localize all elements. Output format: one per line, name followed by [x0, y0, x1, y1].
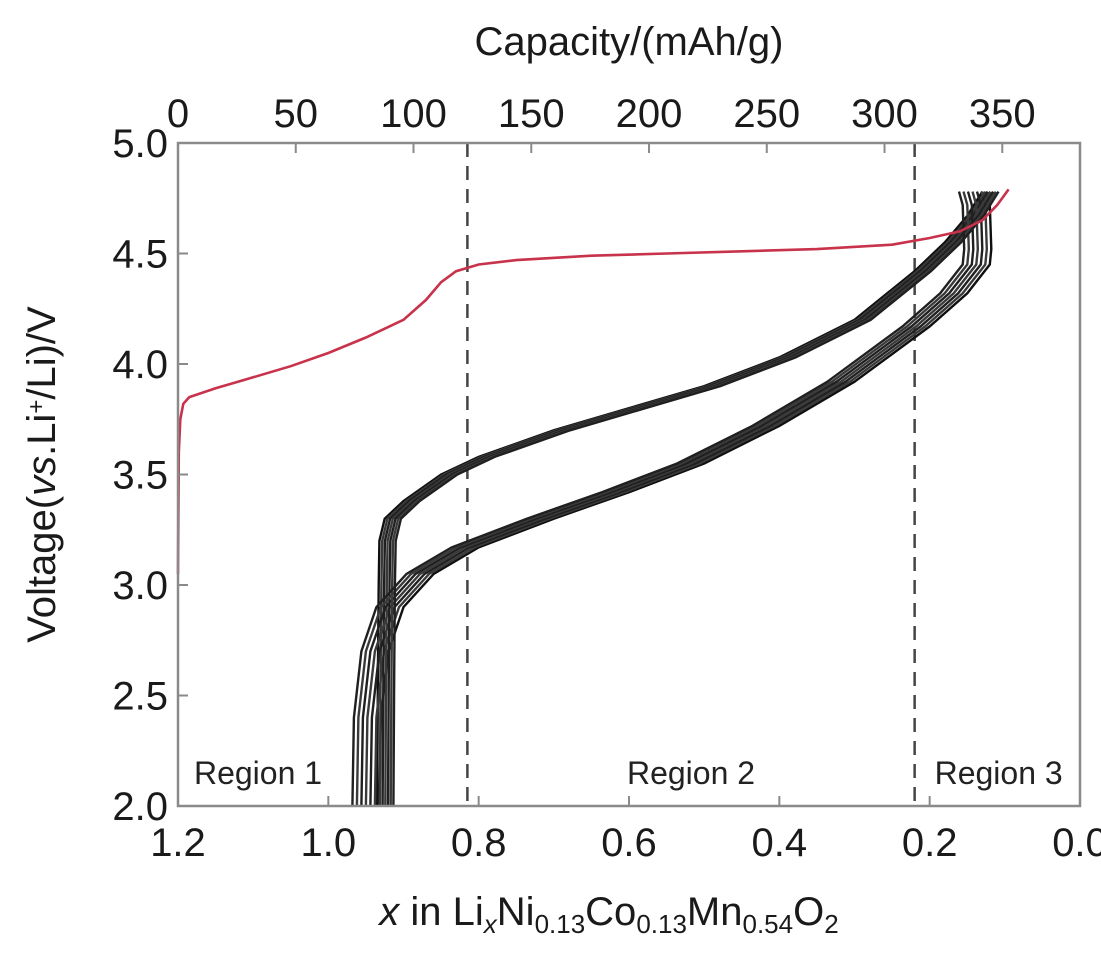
axis-title-part: 0.13: [535, 909, 586, 939]
y-axis-title: Voltage(vs.Li+/Li)/V: [20, 306, 64, 643]
region-labels: Region 1 Region 2 Region 3: [194, 755, 1063, 791]
x-top-tick-label: 350: [969, 92, 1036, 136]
axis-title-part: Mn: [687, 890, 743, 934]
axis-title-part: Ni: [497, 890, 535, 934]
cycle-discharge-curve: [355, 191, 971, 807]
x-top-tick-label: 300: [851, 92, 918, 136]
cycle-discharge-curve: [378, 191, 993, 807]
y-tick-label: 4.0: [112, 343, 168, 387]
top-axis-title: Capacity/(mAh/g): [475, 20, 784, 64]
x-bottom-tick-label: 1.2: [150, 821, 206, 865]
x-top-tick-label: 250: [733, 92, 800, 136]
axis-title-part: vs: [20, 456, 64, 496]
axis-title-part: 0.54: [743, 909, 794, 939]
cycle-discharge-curve: [351, 191, 966, 807]
x-top-tick-label: 150: [498, 92, 565, 136]
y-tick-label: 3.5: [112, 454, 168, 498]
x-top-tick-label: 200: [616, 92, 683, 136]
cycle-discharge-curve: [364, 191, 980, 807]
region-label: Region 2: [627, 755, 755, 791]
x-top-tick-label: 100: [380, 92, 447, 136]
axis-title-part: x: [482, 909, 498, 939]
bottom-axis-title: x in LixNi0.13Co0.13Mn0.54O2: [377, 890, 838, 939]
region-boundaries: [466, 143, 916, 806]
axis-title-part: Co: [585, 890, 636, 934]
axis-title-part: /Li)/V: [20, 306, 64, 400]
axis-title-part: x: [377, 890, 401, 934]
y-tick-label: 4.5: [112, 233, 168, 277]
axis-title-part: in Li: [399, 890, 484, 934]
x-bottom-tick-label: 0.0: [1052, 821, 1101, 865]
axis-title-part: O: [793, 890, 824, 934]
axis-title-part: 0.13: [636, 909, 687, 939]
y-tick-label: 5.0: [112, 122, 168, 166]
axis-title-part: +: [23, 400, 50, 414]
y-tick-label: 2.0: [112, 785, 168, 829]
y-tick-label: 3.0: [112, 564, 168, 608]
x-bottom-tick-label: 0.2: [902, 821, 958, 865]
x-top-tick-label: 0: [167, 92, 189, 136]
series-group: [176, 188, 1010, 807]
axis-title-part: .Li: [20, 414, 64, 456]
region-label: Region 3: [935, 755, 1063, 791]
x-top-tick-label: 50: [274, 92, 319, 136]
cycle-discharge-curve: [360, 191, 975, 807]
x-bottom-tick-label: 0.4: [752, 821, 808, 865]
cycle-charge-curve: [392, 190, 1000, 807]
x-bottom-tick-label: 0.6: [601, 821, 657, 865]
first-charge-curve: [176, 188, 1010, 575]
axis-title-part: 2: [824, 909, 838, 939]
axis-title-part: Voltage(: [20, 495, 64, 642]
y-tick-label: 2.5: [112, 675, 168, 719]
region-label: Region 1: [194, 755, 322, 791]
x-bottom-tick-label: 0.8: [451, 821, 507, 865]
ticks-group: 1.2 1.0 0.8 0.6 0.4 0.2 0.0 2.0 2.5 3.0 3.5 4.0 4.5 5…: [112, 92, 1101, 865]
x-bottom-tick-label: 1.0: [301, 821, 357, 865]
